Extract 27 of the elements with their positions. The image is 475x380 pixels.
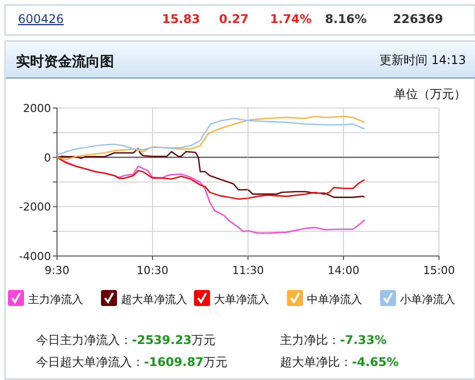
- y-axis-title: 单位（万元）: [394, 87, 466, 101]
- legend-label: 小单净流入: [400, 293, 455, 306]
- text: 更新时间 14:13: [380, 53, 466, 67]
- legend-label: 大单净流入: [214, 293, 269, 306]
- legend-label: 超大单净流入: [121, 293, 187, 306]
- y-tick-label: -4000: [19, 250, 51, 263]
- x-tick-label: 11:30: [232, 264, 264, 277]
- x-tick-label: 14:00: [328, 264, 360, 277]
- legend-label: 中单净流入: [307, 293, 362, 306]
- y-tick-label: -2000: [19, 200, 51, 214]
- text: 超大单净比：-4.65%: [280, 355, 399, 369]
- text: 600426: [18, 12, 64, 26]
- chart-title: 实时资金流向图: [16, 53, 114, 70]
- x-tick-label: 9:30: [44, 264, 70, 277]
- y-tick-label: 0: [44, 151, 51, 164]
- y-tick-label: 2000: [23, 102, 51, 115]
- text: 1.74%: [270, 12, 312, 26]
- text: 8.16%: [325, 12, 367, 26]
- text: 0.27: [219, 12, 249, 26]
- text: 15.83: [162, 12, 200, 26]
- text: 今日超大单净流入：-1609.87万元: [36, 355, 228, 369]
- text: 主力净比：-7.33%: [280, 333, 387, 347]
- text: 今日主力净流入：-2539.23万元: [36, 333, 216, 347]
- text: 226369: [393, 12, 444, 26]
- x-tick-label: 15:00: [423, 264, 455, 277]
- legend-label: 主力净流入: [28, 293, 83, 306]
- x-tick-label: 10:30: [136, 264, 168, 277]
